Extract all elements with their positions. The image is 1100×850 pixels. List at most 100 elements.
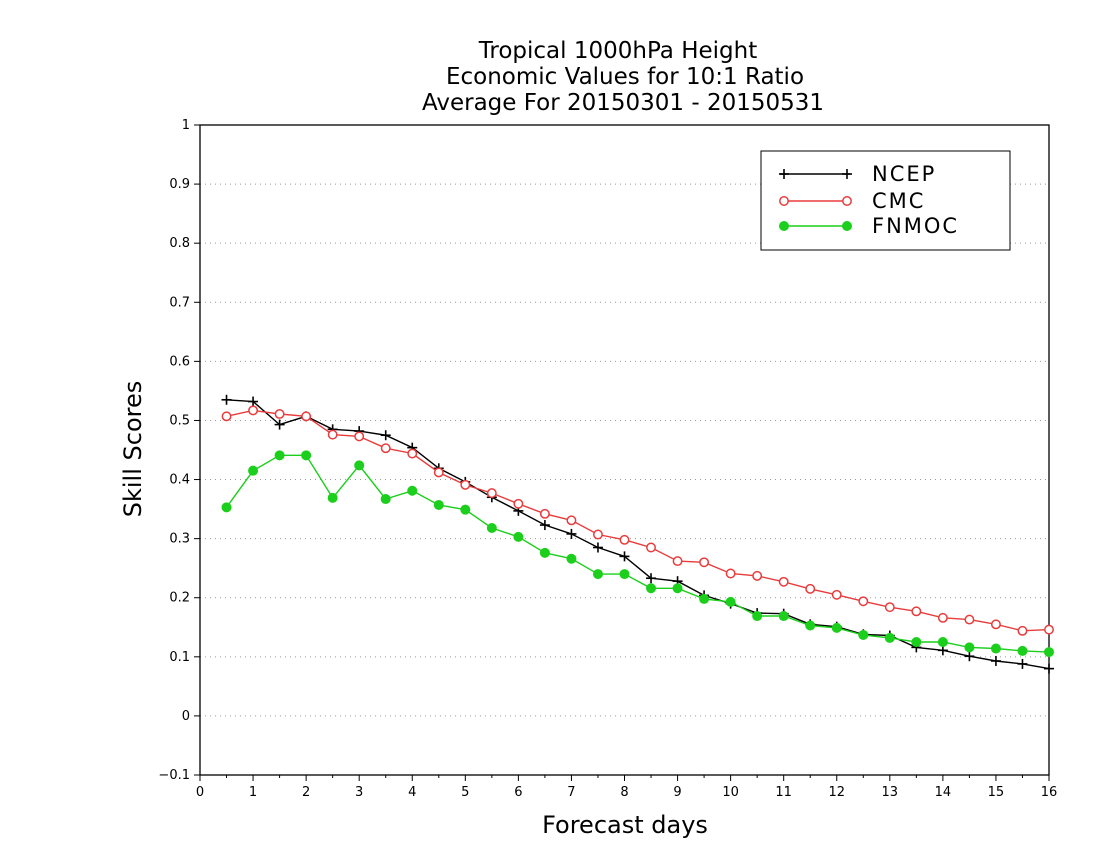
data-point-fnmoc-18 <box>699 593 710 604</box>
data-point-fnmoc-24 <box>858 629 869 640</box>
data-point-fnmoc-19 <box>725 596 736 607</box>
legend-item-fnmoc: FNMOC <box>779 214 959 238</box>
data-point-fnmoc-30 <box>1017 645 1028 656</box>
data-point-cmc-5 <box>354 431 365 442</box>
legend-marker-start-fnmoc <box>779 221 789 231</box>
x-tick-label-0: 0 <box>196 785 204 800</box>
data-point-fnmoc-31 <box>1044 647 1054 658</box>
data-point-cmc-4 <box>327 429 338 440</box>
data-point-cmc-10 <box>486 488 497 499</box>
data-point-fnmoc-22 <box>805 620 816 631</box>
chart-title-line-1: Tropical 1000hPa Height <box>478 38 758 64</box>
data-point-cmc-0 <box>221 411 232 422</box>
legend-label-ncep: NCEP <box>872 162 936 186</box>
data-point-fnmoc-12 <box>539 547 550 558</box>
data-point-ncep-0 <box>221 394 232 405</box>
x-tick-label-8: 8 <box>620 785 628 800</box>
data-point-cmc-14 <box>593 529 603 540</box>
x-tick-label-10: 10 <box>722 785 739 800</box>
y-tick-label-4: 0.3 <box>169 532 190 547</box>
y-tick-label-9: 0.8 <box>169 236 190 251</box>
x-tick-label-2: 2 <box>302 785 310 800</box>
y-tick-label-11: 1 <box>182 118 190 133</box>
data-point-cmc-13 <box>566 515 577 526</box>
data-point-fnmoc-9 <box>460 504 471 515</box>
data-point-cmc-27 <box>937 612 948 623</box>
data-point-fnmoc-16 <box>646 583 657 594</box>
data-point-cmc-6 <box>380 443 391 454</box>
legend-marker-end-ncep <box>842 169 852 179</box>
data-point-cmc-19 <box>725 568 736 579</box>
legend-label-fnmoc: FNMOC <box>872 214 959 238</box>
data-point-cmc-17 <box>672 556 683 567</box>
legend-marker-end-cmc <box>842 196 852 206</box>
data-point-ncep-31 <box>1044 663 1054 674</box>
data-point-fnmoc-28 <box>964 642 975 653</box>
data-point-ncep-12 <box>539 520 550 531</box>
data-point-fnmoc-7 <box>407 485 418 496</box>
x-tick-label-6: 6 <box>514 785 522 800</box>
data-point-cmc-18 <box>699 557 710 568</box>
x-tick-label-7: 7 <box>567 785 575 800</box>
data-point-cmc-15 <box>619 534 630 545</box>
data-point-fnmoc-4 <box>327 492 338 503</box>
legend-marker-start-ncep <box>779 169 789 179</box>
data-point-ncep-30 <box>1017 658 1028 669</box>
x-axis-label: Forecast days <box>542 811 708 839</box>
data-point-fnmoc-15 <box>619 569 630 580</box>
data-point-cmc-26 <box>911 606 922 617</box>
legend-label-cmc: CMC <box>872 189 925 213</box>
data-point-fnmoc-0 <box>221 502 232 513</box>
data-point-fnmoc-11 <box>513 531 524 542</box>
y-tick-label-1: 0 <box>182 709 190 724</box>
data-point-fnmoc-23 <box>831 622 842 633</box>
x-tick-label-13: 13 <box>882 785 899 800</box>
y-tick-label-8: 0.7 <box>169 295 190 310</box>
data-point-cmc-23 <box>831 589 842 600</box>
data-point-fnmoc-5 <box>354 460 365 471</box>
series-fnmoc <box>221 450 1054 658</box>
data-point-cmc-20 <box>752 570 763 581</box>
data-point-ncep-28 <box>964 651 975 662</box>
legend-item-ncep: NCEP <box>779 162 936 186</box>
x-tick-label-1: 1 <box>249 785 257 800</box>
x-tick-label-11: 11 <box>775 785 792 800</box>
data-point-ncep-13 <box>566 528 577 539</box>
data-point-cmc-7 <box>407 448 418 459</box>
axes: −0.100.10.20.30.40.50.60.70.80.910 1 2 3 4 5 6… <box>158 118 1057 800</box>
data-point-fnmoc-13 <box>566 553 577 564</box>
data-point-cmc-21 <box>778 576 789 587</box>
data-point-ncep-16 <box>646 573 657 584</box>
data-point-cmc-16 <box>646 542 656 553</box>
data-point-fnmoc-10 <box>486 523 497 533</box>
data-point-fnmoc-14 <box>592 569 603 580</box>
x-tick-label-4: 4 <box>408 785 416 800</box>
legend-marker-start-cmc <box>779 196 789 206</box>
series-ncep <box>221 394 1054 674</box>
data-point-cmc-24 <box>858 596 869 607</box>
data-point-cmc-29 <box>990 619 1001 630</box>
data-point-fnmoc-17 <box>672 583 683 594</box>
x-tick-label-12: 12 <box>828 785 845 800</box>
series-line-ncep <box>226 399 1050 670</box>
y-tick-label-3: 0.2 <box>169 591 190 606</box>
x-tick-label-14: 14 <box>935 785 952 800</box>
data-point-cmc-2 <box>274 409 285 419</box>
series-lines <box>221 394 1054 674</box>
data-point-fnmoc-8 <box>433 499 444 510</box>
data-point-ncep-1 <box>248 396 259 407</box>
data-point-cmc-22 <box>805 583 816 594</box>
data-point-cmc-1 <box>248 405 259 416</box>
data-point-ncep-29 <box>990 655 1001 666</box>
x-tick-label-16: 16 <box>1041 785 1058 800</box>
series-cmc <box>221 405 1054 636</box>
y-tick-label-5: 0.4 <box>169 473 190 488</box>
chart-title-line-2: Economic Values for 10:1 Ratio <box>446 64 804 90</box>
data-point-fnmoc-21 <box>778 611 789 622</box>
data-point-fnmoc-26 <box>911 637 922 648</box>
gridlines <box>200 183 1049 717</box>
data-point-cmc-11 <box>513 498 524 509</box>
